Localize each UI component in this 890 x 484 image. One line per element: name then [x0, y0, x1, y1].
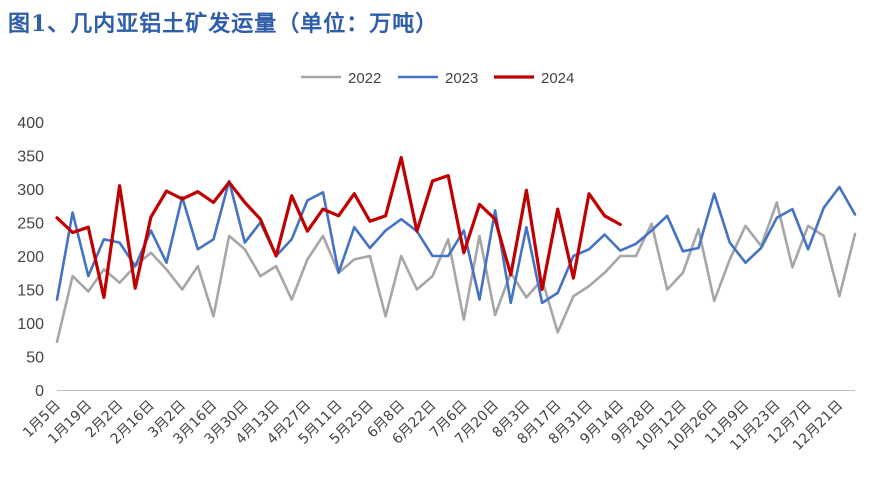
- y-tick-label: 300: [17, 182, 44, 199]
- series-line-2023: [55, 179, 857, 305]
- y-tick-label: 200: [17, 249, 44, 266]
- y-tick-label: 350: [17, 149, 44, 166]
- series-line-2024: [55, 155, 622, 300]
- x-axis: 1月5日1月19日2月2日2月16日3月2日3月16日3月30日4月13日4月2…: [20, 390, 855, 454]
- legend-label-2023: 2023: [445, 70, 478, 87]
- y-tick-label: 100: [17, 316, 44, 333]
- y-tick-label: 0: [35, 383, 44, 400]
- legend-label-2024: 2024: [541, 70, 574, 87]
- y-axis: 0 50 100 150 200 250 300 350 400: [17, 115, 44, 400]
- chart-title: 图1、几内亚铝土矿发运量（单位：万吨）: [8, 11, 439, 37]
- y-tick-label: 50: [26, 350, 44, 367]
- y-tick-label: 150: [17, 283, 44, 300]
- series-line-2022: [55, 201, 857, 344]
- y-tick-label: 250: [17, 216, 44, 233]
- plot-area: [55, 155, 857, 344]
- legend: 2022 2023 2024: [301, 70, 574, 87]
- legend-label-2022: 2022: [348, 70, 381, 87]
- y-tick-label: 400: [17, 115, 44, 132]
